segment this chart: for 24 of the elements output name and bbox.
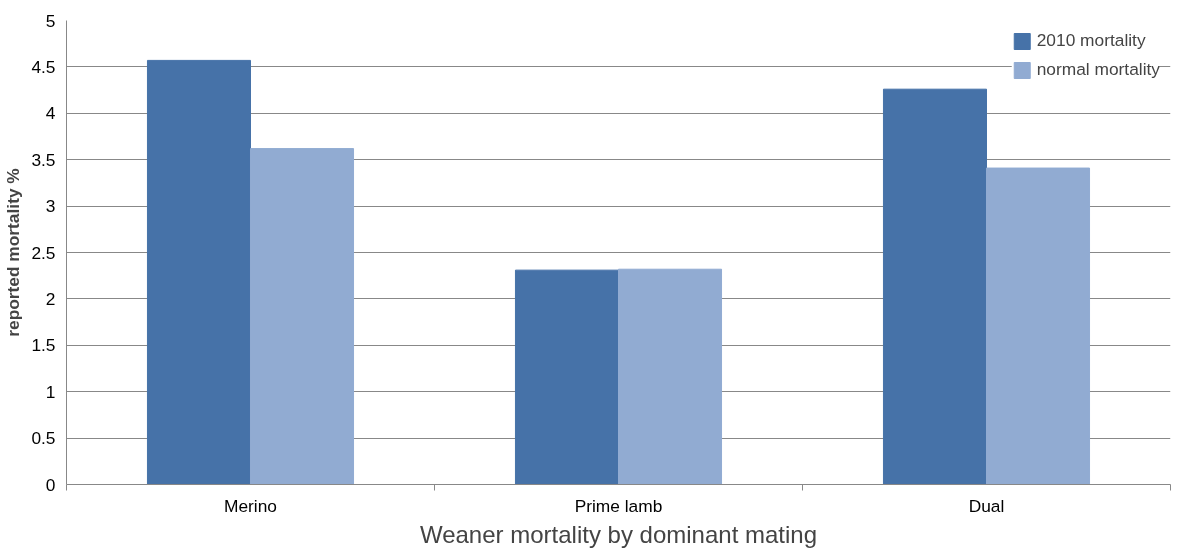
x-tick-label: Merino xyxy=(224,495,277,516)
legend-label: normal mortality xyxy=(1036,59,1160,80)
y-tick-label: 4 xyxy=(45,103,56,124)
y-axis-title: reported mortality % xyxy=(3,168,24,337)
bar xyxy=(986,167,1091,485)
y-tick-label: 3 xyxy=(45,196,56,217)
bar xyxy=(618,268,723,485)
bar xyxy=(146,59,251,485)
y-tick-label: 0.5 xyxy=(31,428,56,449)
y-tick-label: 1.5 xyxy=(31,335,56,356)
bar xyxy=(882,88,987,485)
y-tick-label: 0 xyxy=(45,474,56,495)
y-tick-label: 2.5 xyxy=(31,242,56,263)
legend-label: 2010 mortality xyxy=(1036,30,1146,51)
y-tick-label: 3.5 xyxy=(31,149,56,170)
x-axis-title: Weaner mortality by dominant mating xyxy=(419,520,818,548)
bar xyxy=(250,148,355,485)
y-tick-label: 2 xyxy=(45,288,56,309)
x-tick-label: Dual xyxy=(968,495,1005,516)
bar xyxy=(514,269,619,485)
y-tick-label: 4.5 xyxy=(31,56,56,77)
x-tick-label: Prime lamb xyxy=(574,495,663,516)
y-tick-label: 5 xyxy=(45,10,56,31)
y-tick-label: 1 xyxy=(45,381,56,402)
